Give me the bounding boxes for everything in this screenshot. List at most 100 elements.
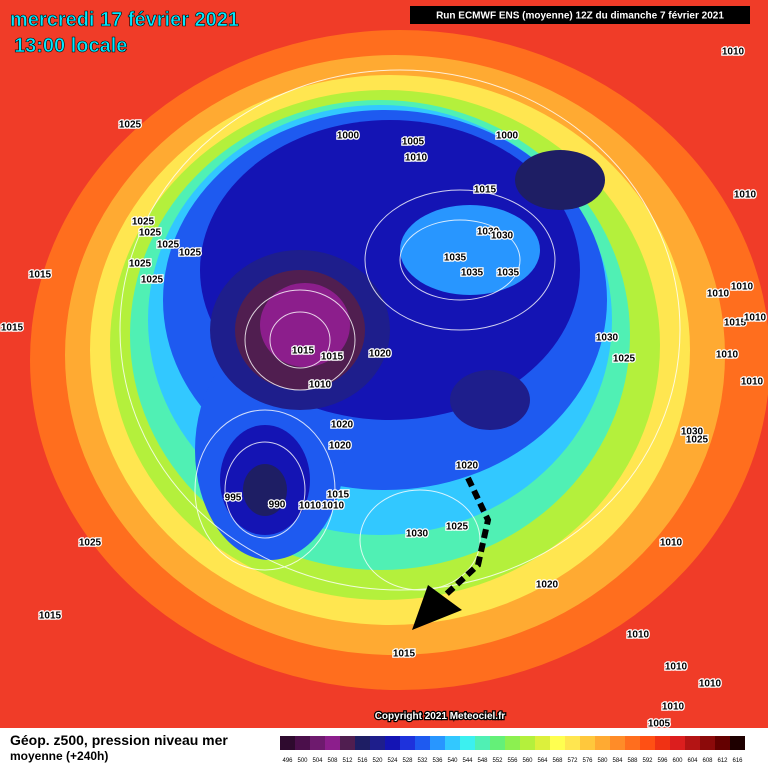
colorbar-label: 584 [612, 758, 623, 764]
colorbar-label: 600 [672, 758, 683, 764]
isobar-label: 1020 [329, 441, 352, 452]
isobar-label: 1015 [29, 270, 52, 281]
colorbar-swatch [580, 736, 595, 750]
isobar-label: 990 [269, 500, 286, 511]
geopotential-field [30, 30, 768, 690]
colorbar-label: 572 [567, 758, 578, 764]
colorbar-label: 528 [402, 758, 413, 764]
isobar-label: 1015 [474, 185, 497, 196]
isobar-label: 1000 [496, 131, 519, 142]
isobar-label: 1035 [461, 268, 484, 279]
isobar-label: 1025 [446, 522, 469, 533]
colorbar-swatch [475, 736, 490, 750]
colorbar-label: 532 [417, 758, 428, 764]
isobar-label: 1015 [321, 352, 344, 363]
isobar-label: 1005 [648, 719, 671, 730]
isobar-label: 1020 [536, 580, 559, 591]
isobar-label: 1010 [744, 313, 767, 324]
colorbar-label: 508 [327, 758, 338, 764]
date: mercredi 17 février 2021 [10, 9, 239, 31]
isobar-label: 1005 [402, 137, 425, 148]
isobar-label: 1010 [734, 190, 757, 201]
colorbar-swatch [700, 736, 715, 750]
colorbar-swatch [550, 736, 565, 750]
isobar-labels: 1025100010051010100010151010102510251025… [0, 45, 768, 731]
isobar-label: 1010 [627, 630, 650, 641]
colorbar-label: 520 [372, 758, 383, 764]
colorbar-swatch [445, 736, 460, 750]
isobar-label: 1010 [699, 679, 722, 690]
colorbar-swatch [385, 736, 400, 750]
colorbar-swatch [295, 736, 310, 750]
colorbar-swatch [610, 736, 625, 750]
isobar-label: 1025 [613, 354, 636, 365]
isobar-label: 1025 [686, 435, 709, 446]
colorbar-swatch [355, 736, 370, 750]
colorbar-label: 560 [522, 758, 533, 764]
isobar-label: 1025 [129, 259, 152, 270]
isobar-label: 1035 [444, 253, 467, 264]
isobar-label: 1010 [660, 538, 683, 549]
colorbar-swatch [640, 736, 655, 750]
colorbar-label: 612 [717, 758, 728, 764]
isobar-label: 1020 [331, 420, 354, 431]
isobar-label: 1015 [724, 318, 747, 329]
isobar-label: 1015 [292, 346, 315, 357]
colorbar-swatch [670, 736, 685, 750]
isobar-label: 1010 [716, 350, 739, 361]
colorbar-swatch [730, 736, 745, 750]
colorbar-swatch [415, 736, 430, 750]
isobar-label: 1010 [722, 47, 745, 58]
colorbar-swatch [490, 736, 505, 750]
colorbar-swatch [595, 736, 610, 750]
colorbar-label: 504 [312, 758, 323, 764]
run-info: Run ECMWF ENS (moyenne) 12Z du dimanche … [436, 11, 724, 22]
colorbar-label: 616 [732, 758, 743, 764]
colorbar-label: 544 [462, 758, 473, 764]
colorbar-label: 576 [582, 758, 593, 764]
colorbar-label: 580 [597, 758, 608, 764]
copyright: Copyright 2021 Meteociel.fr [375, 711, 506, 722]
colorbar-swatch [340, 736, 355, 750]
isobar-label: 1030 [477, 227, 500, 238]
colorbar-label: 516 [357, 758, 368, 764]
colorbar-label: 512 [342, 758, 353, 764]
colorbar-swatch [655, 736, 670, 750]
isobar-label: 1020 [456, 461, 479, 472]
isobar-label: 1010 [741, 377, 764, 388]
isobar-label: 1010 [731, 282, 754, 293]
isobar-label: 1010 [405, 153, 428, 164]
isobar-label: 1030 [596, 333, 619, 344]
colorbar-swatch [370, 736, 385, 750]
isobar-label: 1015 [39, 611, 62, 622]
isobar-label: 1010 [322, 501, 345, 512]
colorbar-swatch [520, 736, 535, 750]
isobar-label: 1010 [299, 501, 322, 512]
isobar-label: 1030 [406, 529, 429, 540]
isobars [119, 69, 681, 591]
isobar-label: 1035 [497, 268, 520, 279]
isobar-label: 1025 [141, 275, 164, 286]
run-box [410, 6, 750, 24]
colorbar-swatch [430, 736, 445, 750]
colorbar-swatch [715, 736, 730, 750]
colorbar-label: 592 [642, 758, 653, 764]
isobar-label: 1025 [79, 538, 102, 549]
isobar-label: 1025 [139, 228, 162, 239]
isobar-label: 1015 [327, 490, 350, 501]
isobar-label: 1025 [179, 248, 202, 259]
colorbar-label: 496 [282, 758, 293, 764]
isobar-label: 1025 [119, 120, 142, 131]
colorbar-label: 536 [432, 758, 443, 764]
isobar-label: 1010 [665, 662, 688, 673]
colorbar-label: 608 [702, 758, 713, 764]
isobar-label: 995 [225, 493, 242, 504]
colorbar-label: 596 [657, 758, 668, 764]
colorbar-swatch [625, 736, 640, 750]
colorbar-swatch [460, 736, 475, 750]
colorbar-label: 552 [492, 758, 503, 764]
local-time: 13:00 locale [14, 35, 127, 57]
colorbar-swatch [565, 736, 580, 750]
colorbar-label: 524 [387, 758, 398, 764]
arrow [412, 476, 492, 630]
